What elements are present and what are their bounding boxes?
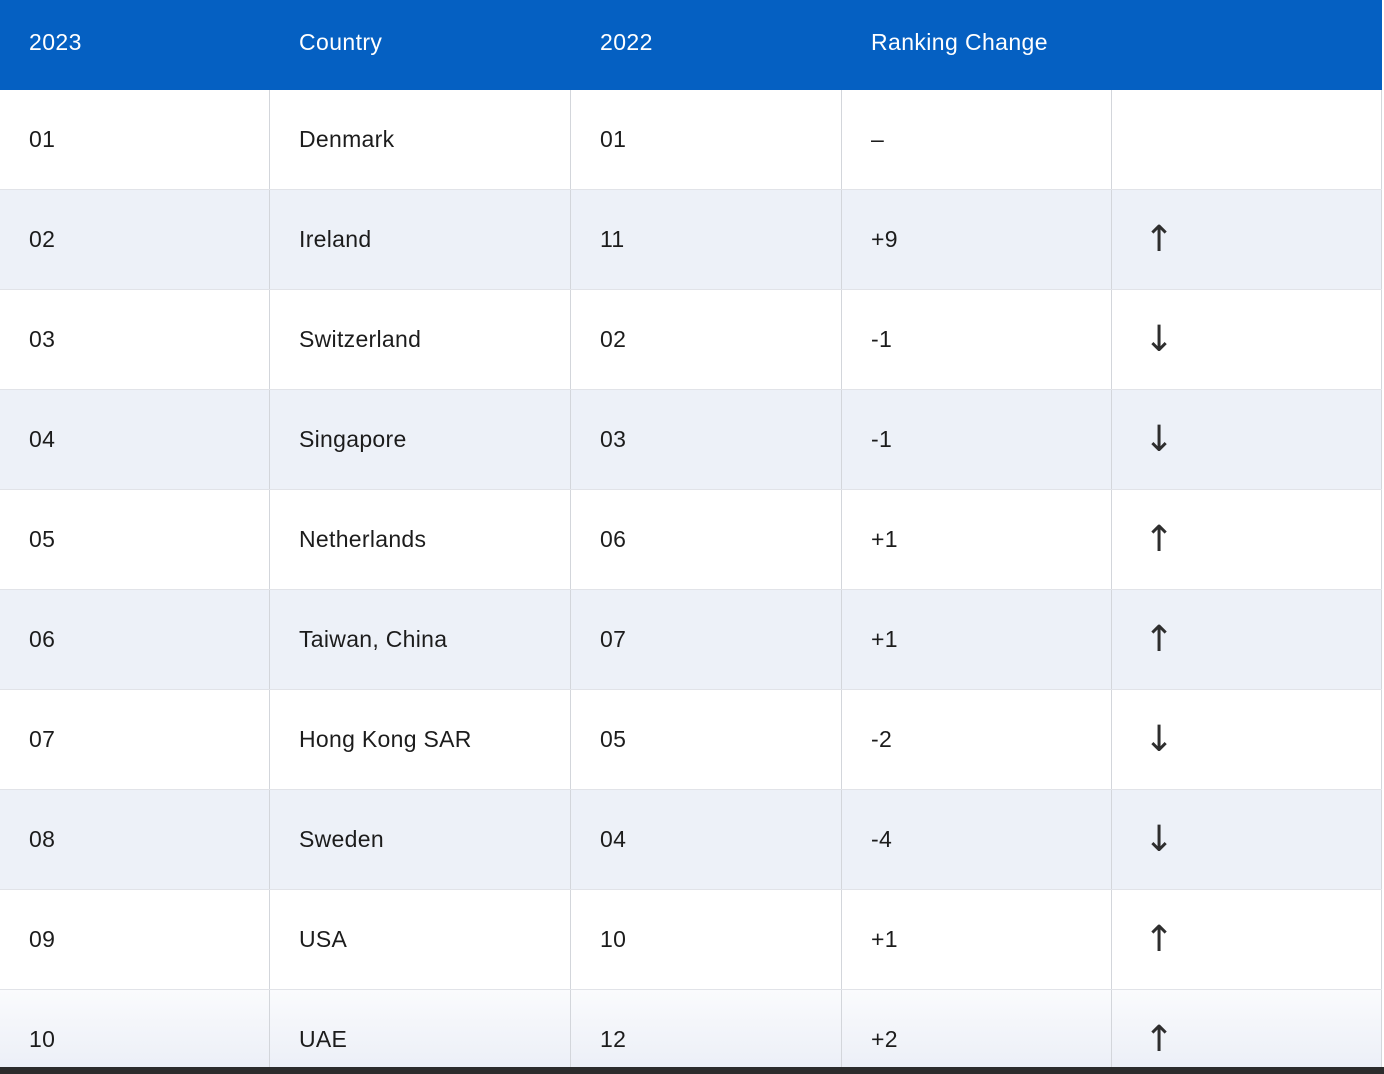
country-cell: Netherlands xyxy=(270,490,571,589)
trend-cell: ↓ xyxy=(1112,690,1382,789)
column-header-country: Country xyxy=(299,28,383,55)
country-cell: Hong Kong SAR xyxy=(270,690,571,789)
country-cell: Taiwan, China xyxy=(270,590,571,689)
country-cell: Denmark xyxy=(270,90,571,189)
rank-2023-cell: 07 xyxy=(0,690,270,789)
column-header-2022: 2022 xyxy=(600,28,653,55)
rank-2022-cell: 03 xyxy=(571,390,842,489)
rank-2023-cell: 04 xyxy=(0,390,270,489)
table-row: 10 UAE 12 +2 ↑ xyxy=(0,990,1382,1074)
table-body: 01 Denmark 01 – 02 Ireland 11 +9 ↑ 03 Sw… xyxy=(0,90,1382,1074)
country-cell: Sweden xyxy=(270,790,571,889)
rank-2023-cell: 02 xyxy=(0,190,270,289)
rank-2023-cell: 01 xyxy=(0,90,270,189)
rank-2022-cell: 07 xyxy=(571,590,842,689)
table-row: 03 Switzerland 02 -1 ↓ xyxy=(0,290,1382,390)
trend-down-icon: ↓ xyxy=(1144,418,1175,460)
rank-2022-cell: 10 xyxy=(571,890,842,989)
country-cell: USA xyxy=(270,890,571,989)
country-cell: Switzerland xyxy=(270,290,571,389)
ranking-change-cell: -2 xyxy=(842,690,1112,789)
rank-2022-cell: 12 xyxy=(571,990,842,1074)
ranking-change-cell: +1 xyxy=(842,590,1112,689)
trend-cell xyxy=(1112,90,1382,189)
trend-cell: ↑ xyxy=(1112,890,1382,989)
rank-2022-cell: 11 xyxy=(571,190,842,289)
table-row: 04 Singapore 03 -1 ↓ xyxy=(0,390,1382,490)
ranking-change-cell: -1 xyxy=(842,390,1112,489)
rank-2023-cell: 06 xyxy=(0,590,270,689)
rank-2022-cell: 02 xyxy=(571,290,842,389)
ranking-change-cell: -4 xyxy=(842,790,1112,889)
table-row: 08 Sweden 04 -4 ↓ xyxy=(0,790,1382,890)
horizontal-scrollbar[interactable] xyxy=(0,1067,1384,1074)
trend-cell: ↓ xyxy=(1112,390,1382,489)
rank-2023-cell: 08 xyxy=(0,790,270,889)
ranking-change-cell: +2 xyxy=(842,990,1112,1074)
country-cell: Ireland xyxy=(270,190,571,289)
trend-down-icon: ↓ xyxy=(1144,818,1175,860)
table-row: 09 USA 10 +1 ↑ xyxy=(0,890,1382,990)
trend-up-icon: ↑ xyxy=(1144,218,1175,260)
ranking-change-cell: – xyxy=(842,90,1112,189)
rank-2023-cell: 05 xyxy=(0,490,270,589)
trend-cell: ↓ xyxy=(1112,790,1382,889)
trend-cell: ↑ xyxy=(1112,990,1382,1074)
trend-cell: ↑ xyxy=(1112,190,1382,289)
table-row: 07 Hong Kong SAR 05 -2 ↓ xyxy=(0,690,1382,790)
trend-up-icon: ↑ xyxy=(1144,618,1175,660)
ranking-change-cell: -1 xyxy=(842,290,1112,389)
trend-cell: ↑ xyxy=(1112,590,1382,689)
column-header-2023: 2023 xyxy=(29,28,82,55)
rank-2022-cell: 01 xyxy=(571,90,842,189)
country-cell: Singapore xyxy=(270,390,571,489)
column-header-ranking-change: Ranking Change xyxy=(871,28,1048,55)
country-cell: UAE xyxy=(270,990,571,1074)
trend-down-icon: ↓ xyxy=(1144,318,1175,360)
table-row: 02 Ireland 11 +9 ↑ xyxy=(0,190,1382,290)
rank-2022-cell: 04 xyxy=(571,790,842,889)
table-header-row: 2023 Country 2022 Ranking Change xyxy=(0,0,1382,90)
trend-up-icon: ↑ xyxy=(1144,1018,1175,1060)
trend-up-icon: ↑ xyxy=(1144,518,1175,560)
trend-up-icon: ↑ xyxy=(1144,918,1175,960)
ranking-change-cell: +1 xyxy=(842,890,1112,989)
trend-down-icon: ↓ xyxy=(1144,718,1175,760)
ranking-change-cell: +1 xyxy=(842,490,1112,589)
rank-2022-cell: 06 xyxy=(571,490,842,589)
trend-cell: ↓ xyxy=(1112,290,1382,389)
table-row: 06 Taiwan, China 07 +1 ↑ xyxy=(0,590,1382,690)
rank-2023-cell: 09 xyxy=(0,890,270,989)
column-header-trend xyxy=(1112,0,1382,90)
rank-2023-cell: 10 xyxy=(0,990,270,1074)
table-row: 05 Netherlands 06 +1 ↑ xyxy=(0,490,1382,590)
ranking-change-cell: +9 xyxy=(842,190,1112,289)
trend-cell: ↑ xyxy=(1112,490,1382,589)
rank-2023-cell: 03 xyxy=(0,290,270,389)
rank-2022-cell: 05 xyxy=(571,690,842,789)
table-row: 01 Denmark 01 – xyxy=(0,90,1382,190)
